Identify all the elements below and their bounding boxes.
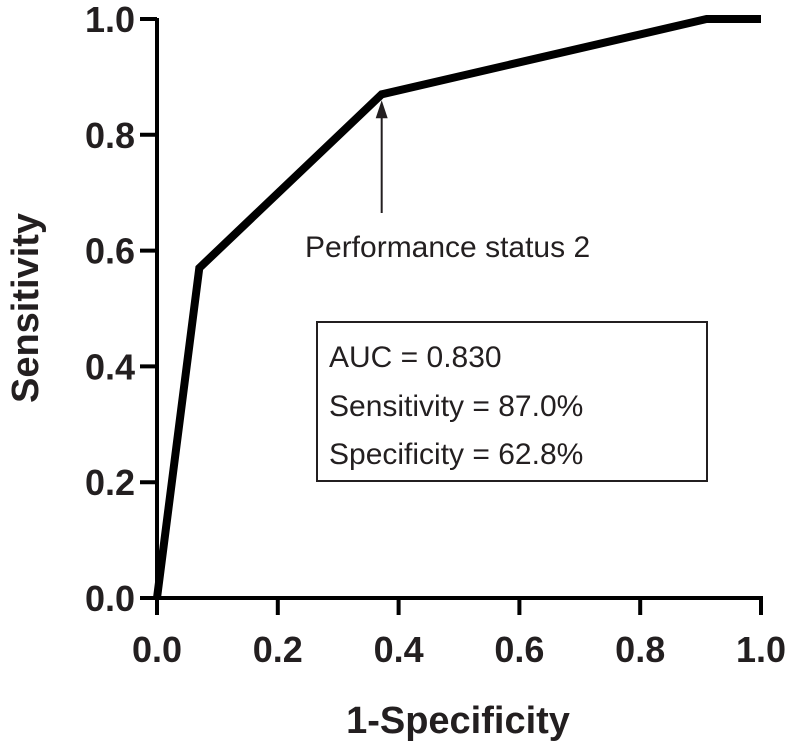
series-layer: [153, 15, 761, 599]
annotation-arrow-head: [375, 100, 388, 119]
x-tick-label: 0.0: [132, 629, 182, 670]
y-tick-label: 1.0: [85, 0, 135, 40]
x-tick-label: 1.0: [736, 629, 786, 670]
tick-labels: 0.0 0.2 0.4 0.6 0.8 1.0 0.0 0.2 0.4 0.6 0.8 1.0: [85, 0, 786, 670]
y-tick-label: 0.0: [85, 578, 135, 619]
x-tick-label: 0.4: [374, 629, 424, 670]
stats-box: [316, 321, 708, 482]
y-axis-title: Sensitivity: [5, 213, 47, 403]
axes: [140, 17, 763, 615]
stats-specificity: Specificity = 62.8%: [329, 438, 583, 471]
x-tick-label: 0.8: [615, 629, 665, 670]
annotation-layer: [375, 100, 388, 213]
stats-sensitivity: Sensitivity = 87.0%: [329, 390, 583, 423]
y-tick-label: 0.2: [85, 462, 135, 503]
y-tick-label: 0.8: [85, 115, 135, 156]
annotation-label: Performance status 2: [305, 231, 590, 264]
x-tick-label: 0.6: [494, 629, 544, 670]
x-axis-title: 1-Specificity: [346, 700, 570, 742]
stats-auc: AUC = 0.830: [329, 341, 502, 374]
y-tick-label: 0.6: [85, 231, 135, 272]
x-tick-label: 0.2: [253, 629, 303, 670]
roc-curve-line: [153, 15, 761, 599]
y-tick-label: 0.4: [85, 346, 135, 387]
